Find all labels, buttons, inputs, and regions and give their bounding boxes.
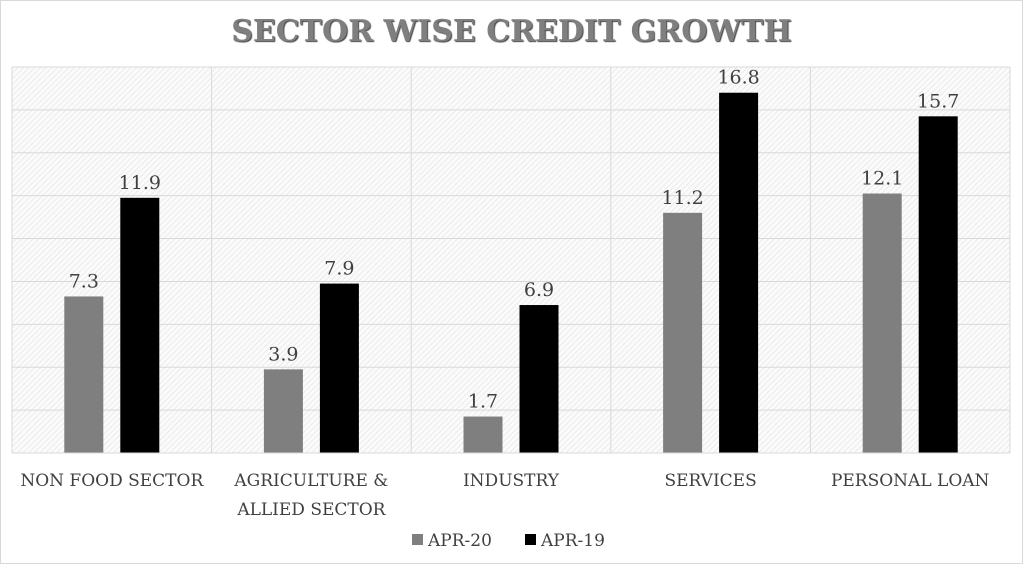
data-label: 1.7	[468, 391, 498, 413]
bar-apr-20	[862, 193, 902, 453]
legend-swatch	[412, 534, 423, 545]
bar-apr-19	[719, 92, 759, 453]
bar-apr-19	[519, 305, 559, 453]
category-label: INDUSTRY	[463, 471, 560, 491]
data-label: 7.9	[324, 258, 354, 280]
bar-apr-20	[263, 369, 303, 453]
bar-apr-19	[319, 283, 359, 453]
data-label: 15.7	[917, 90, 959, 112]
bar-apr-20	[663, 212, 703, 453]
plot-area	[12, 67, 1010, 453]
data-label: 7.3	[69, 270, 99, 292]
category-label: NON FOOD SECTOR	[20, 471, 204, 491]
data-label: 11.9	[119, 172, 161, 194]
data-label: 6.9	[524, 279, 554, 301]
category-label: PERSONAL LOAN	[831, 471, 990, 491]
bar-apr-20	[463, 416, 503, 453]
category-label: SERVICES	[664, 471, 756, 491]
bar-apr-19	[918, 116, 958, 454]
data-label: 11.2	[661, 187, 703, 209]
data-label: 3.9	[268, 343, 298, 365]
chart-title: SECTOR WISE CREDIT GROWTH	[231, 14, 792, 49]
bar-apr-20	[64, 296, 104, 453]
legend-label: APR-20	[427, 531, 492, 551]
data-label: 16.8	[717, 67, 759, 89]
data-label: 12.1	[861, 168, 903, 190]
category-label: ALLIED SECTOR	[236, 500, 386, 520]
legend-swatch	[525, 534, 536, 545]
category-label: AGRICULTURE &	[233, 471, 388, 491]
legend-label: APR-19	[540, 531, 605, 551]
bar-apr-19	[120, 197, 160, 453]
